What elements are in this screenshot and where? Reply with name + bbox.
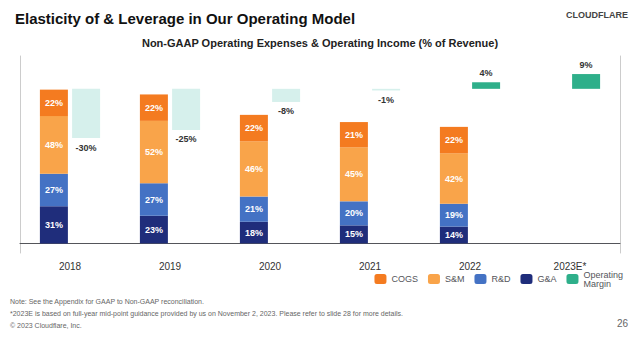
svg-text:*2023E is based on full-year m: *2023E is based on full-year mid-point g… — [10, 310, 403, 318]
svg-text:14%: 14% — [445, 230, 463, 240]
svg-text:19%: 19% — [445, 210, 463, 220]
svg-text:48%: 48% — [45, 140, 63, 150]
svg-text:COGS: COGS — [391, 274, 418, 284]
svg-text:R&D: R&D — [491, 274, 511, 284]
svg-text:2023E*: 2023E* — [554, 261, 587, 272]
svg-text:22%: 22% — [45, 98, 63, 108]
svg-text:20%: 20% — [345, 208, 363, 218]
svg-text:27%: 27% — [45, 185, 63, 195]
svg-text:27%: 27% — [145, 195, 163, 205]
svg-text:9%: 9% — [580, 60, 593, 70]
svg-text:-30%: -30% — [76, 143, 97, 153]
svg-text:2019: 2019 — [159, 261, 182, 272]
svg-text:© 2023 Cloudflare, Inc.: © 2023 Cloudflare, Inc. — [10, 322, 82, 329]
svg-text:2020: 2020 — [259, 261, 282, 272]
svg-text:52%: 52% — [145, 147, 163, 157]
svg-text:Elasticity of & Leverage in Ou: Elasticity of & Leverage in Our Operatin… — [15, 10, 355, 27]
svg-text:18%: 18% — [245, 228, 263, 238]
svg-text:22%: 22% — [445, 135, 463, 145]
svg-text:21%: 21% — [345, 130, 363, 140]
svg-text:Margin: Margin — [583, 279, 611, 289]
svg-text:23%: 23% — [145, 225, 163, 235]
svg-text:2022: 2022 — [459, 261, 482, 272]
svg-text:S&M: S&M — [445, 274, 465, 284]
svg-text:CLOUDFLARE: CLOUDFLARE — [566, 10, 628, 20]
svg-text:2021: 2021 — [359, 261, 382, 272]
svg-text:31%: 31% — [45, 220, 63, 230]
svg-text:-8%: -8% — [278, 106, 294, 116]
svg-text:42%: 42% — [445, 174, 463, 184]
svg-text:G&A: G&A — [537, 274, 556, 284]
svg-text:Non-GAAP Operating Expenses &: Non-GAAP Operating Expenses & Operating … — [142, 37, 498, 49]
svg-text:-1%: -1% — [378, 95, 394, 105]
svg-text:22%: 22% — [245, 123, 263, 133]
svg-text:-25%: -25% — [176, 134, 197, 144]
svg-text:4%: 4% — [480, 68, 493, 78]
svg-text:2018: 2018 — [59, 261, 82, 272]
svg-text:21%: 21% — [245, 204, 263, 214]
svg-text:15%: 15% — [345, 229, 363, 239]
svg-text:45%: 45% — [345, 169, 363, 179]
svg-text:26: 26 — [617, 318, 629, 329]
svg-text:46%: 46% — [245, 164, 263, 174]
svg-text:Operating: Operating — [583, 269, 623, 280]
svg-text:Note: See the Appendix for GAA: Note: See the Appendix for GAAP to Non-G… — [10, 298, 204, 306]
svg-text:22%: 22% — [145, 103, 163, 113]
